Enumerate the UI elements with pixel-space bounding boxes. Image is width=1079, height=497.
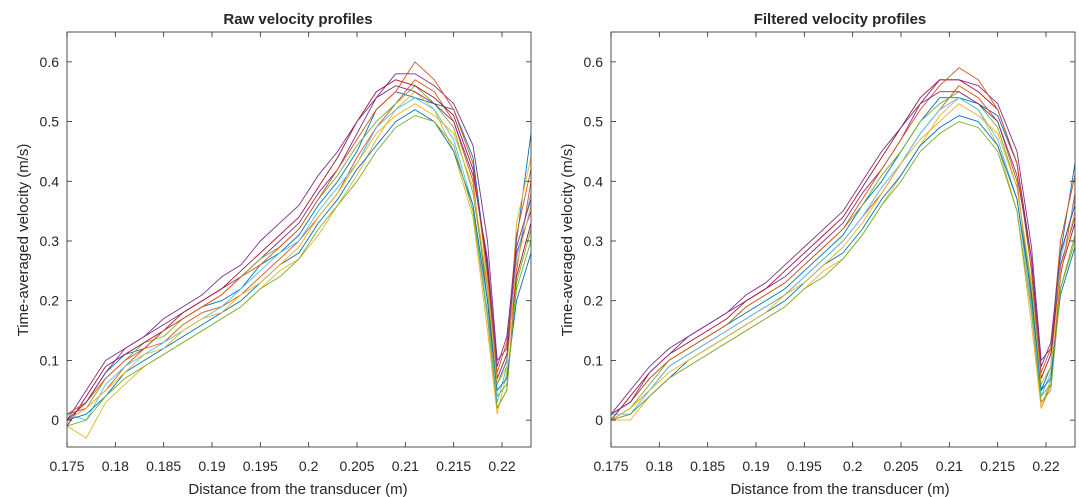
plot-area: 0.175 0.18 0.185 0.19 0.195 0.2 0.205 0.21 0.215… (40, 31, 532, 474)
x-tick-label: 0.18 (102, 458, 129, 474)
x-axis-label: Distance from the transducer (m) (730, 481, 949, 497)
series-line (611, 79, 1075, 421)
x-tick-label: 0.22 (1032, 458, 1059, 474)
y-tick-label: 0.5 (584, 114, 604, 130)
x-tick-label: 0.21 (936, 458, 963, 474)
series-line (611, 103, 1075, 421)
x-tick-label: 0.215 (436, 458, 471, 474)
y-tick-label: 0.2 (40, 293, 60, 309)
series-line (67, 115, 531, 427)
x-tick-label: 0.185 (690, 458, 725, 474)
x-tick-label: 0.18 (646, 458, 673, 474)
series-group (67, 61, 531, 439)
chart-title: Filtered velocity profiles (754, 11, 927, 28)
x-axis-label: Distance from the transducer (m) (188, 481, 407, 497)
y-tick-label: 0.6 (40, 54, 60, 70)
y-tick-label: 0.4 (40, 173, 60, 189)
series-line (611, 121, 1075, 421)
series-line (67, 97, 531, 421)
plot-area: 0.175 0.18 0.185 0.19 0.195 0.2 0.205 0.21 0.215… (584, 31, 1076, 474)
series-line (67, 61, 531, 415)
x-tick-label: 0.2 (843, 458, 863, 474)
series-line (67, 73, 531, 421)
x-tick-label: 0.205 (339, 458, 374, 474)
y-tick-label: 0.3 (584, 233, 604, 249)
axes-box (610, 31, 1076, 448)
x-tick-label: 0.195 (787, 458, 822, 474)
series-line (67, 85, 531, 421)
y-axis-label: Time-averaged velocity (m/s) (15, 144, 32, 337)
series-line (611, 91, 1075, 415)
series-line (611, 67, 1075, 415)
axes-box (66, 31, 532, 448)
y-tick-label: 0 (51, 412, 59, 428)
x-tick-label: 0.175 (49, 458, 84, 474)
series-line (67, 103, 531, 421)
y-tick-label: 0.5 (40, 114, 60, 130)
y-tick-label: 0.3 (40, 233, 60, 249)
x-tick-label: 0.19 (198, 458, 225, 474)
y-axis-label: Time-averaged velocity (m/s) (559, 144, 576, 337)
chart-raw-velocity: Raw velocity profiles 0.175 0.18 0.185 0.19… (15, 11, 532, 497)
series-group (611, 67, 1075, 421)
y-tick-label: 0.2 (584, 293, 604, 309)
y-tick-label: 0 (595, 412, 603, 428)
y-tick-label: 0.1 (584, 352, 604, 368)
x-tick-label: 0.195 (243, 458, 278, 474)
x-tick-label: 0.215 (980, 458, 1015, 474)
chart-title: Raw velocity profiles (223, 11, 372, 28)
x-tick-label: 0.205 (883, 458, 918, 474)
y-tick-label: 0.4 (584, 173, 604, 189)
series-line (611, 97, 1075, 415)
x-tick-label: 0.22 (488, 458, 515, 474)
series-line (611, 115, 1075, 421)
series-line (67, 109, 531, 421)
x-tick-label: 0.175 (593, 458, 628, 474)
x-tick-label: 0.185 (146, 458, 181, 474)
x-tick-label: 0.21 (392, 458, 419, 474)
x-tick-label: 0.19 (742, 458, 769, 474)
chart-filtered-velocity: Filtered velocity profiles 0.175 0.18 0.18… (559, 11, 1076, 497)
y-tick-label: 0.1 (40, 352, 60, 368)
x-tick-label: 0.2 (299, 458, 319, 474)
y-tick-label: 0.6 (584, 54, 604, 70)
